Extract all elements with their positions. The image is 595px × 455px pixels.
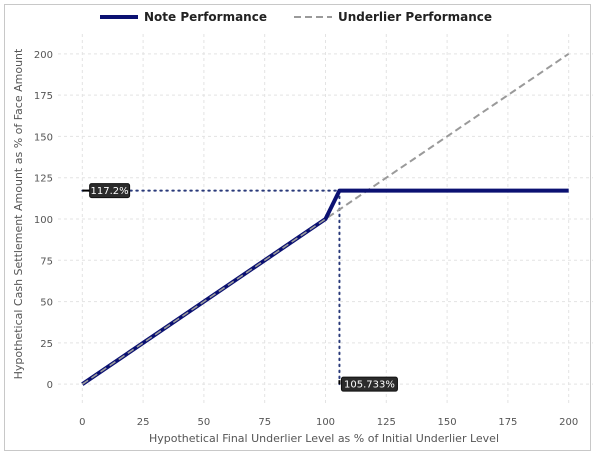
legend: Note Performance Underlier Performance <box>100 10 492 24</box>
legend-note-label: Note Performance <box>144 10 267 24</box>
x-tick-label: 75 <box>258 417 271 428</box>
y-tick-label: 175 <box>34 91 53 102</box>
y-tick-label: 100 <box>34 215 53 226</box>
y-tick-label: 150 <box>34 132 53 143</box>
x-callout: 105.733% <box>340 376 398 392</box>
x-callout-box <box>340 376 398 392</box>
underlier-performance-line <box>81 52 570 386</box>
callouts: 117.2% 105.733% <box>89 183 398 392</box>
y-tick-label: 125 <box>34 174 53 185</box>
x-callout-label: 105.733% <box>344 380 395 391</box>
y-tick-label: 25 <box>40 339 53 350</box>
legend-underlier-label: Underlier Performance <box>338 10 492 24</box>
x-tick-label: 150 <box>438 417 457 428</box>
x-tick-label: 175 <box>498 417 517 428</box>
x-tick-label: 50 <box>198 417 211 428</box>
x-tick-label: 100 <box>316 417 335 428</box>
y-callout-box <box>89 183 131 199</box>
y-callout: 117.2% <box>89 183 131 199</box>
x-tick-label: 25 <box>137 417 150 428</box>
underlier-overlay-line <box>81 218 326 385</box>
x-tick-label: 125 <box>377 417 396 428</box>
x-axis-label: Hypothetical Final Underlier Level as % … <box>149 432 499 445</box>
y-tick-label: 50 <box>40 298 53 309</box>
y-tick-label: 75 <box>40 256 53 267</box>
y-callout-label: 117.2% <box>91 186 129 197</box>
x-tick-label: 0 <box>79 417 85 428</box>
series <box>81 52 570 386</box>
y-tick-label: 200 <box>34 50 53 61</box>
x-axis-ticks: 0 25 50 75 100 125 150 175 200 <box>79 417 578 428</box>
chart-frame <box>4 4 591 451</box>
annotations <box>81 189 341 386</box>
y-axis-ticks: 0 25 50 75 100 125 150 175 200 <box>34 50 53 391</box>
y-tick-label: 0 <box>47 380 53 391</box>
y-axis-label: Hypothetical Cash Settlement Amount as %… <box>12 48 25 379</box>
x-tick-label: 200 <box>559 417 578 428</box>
